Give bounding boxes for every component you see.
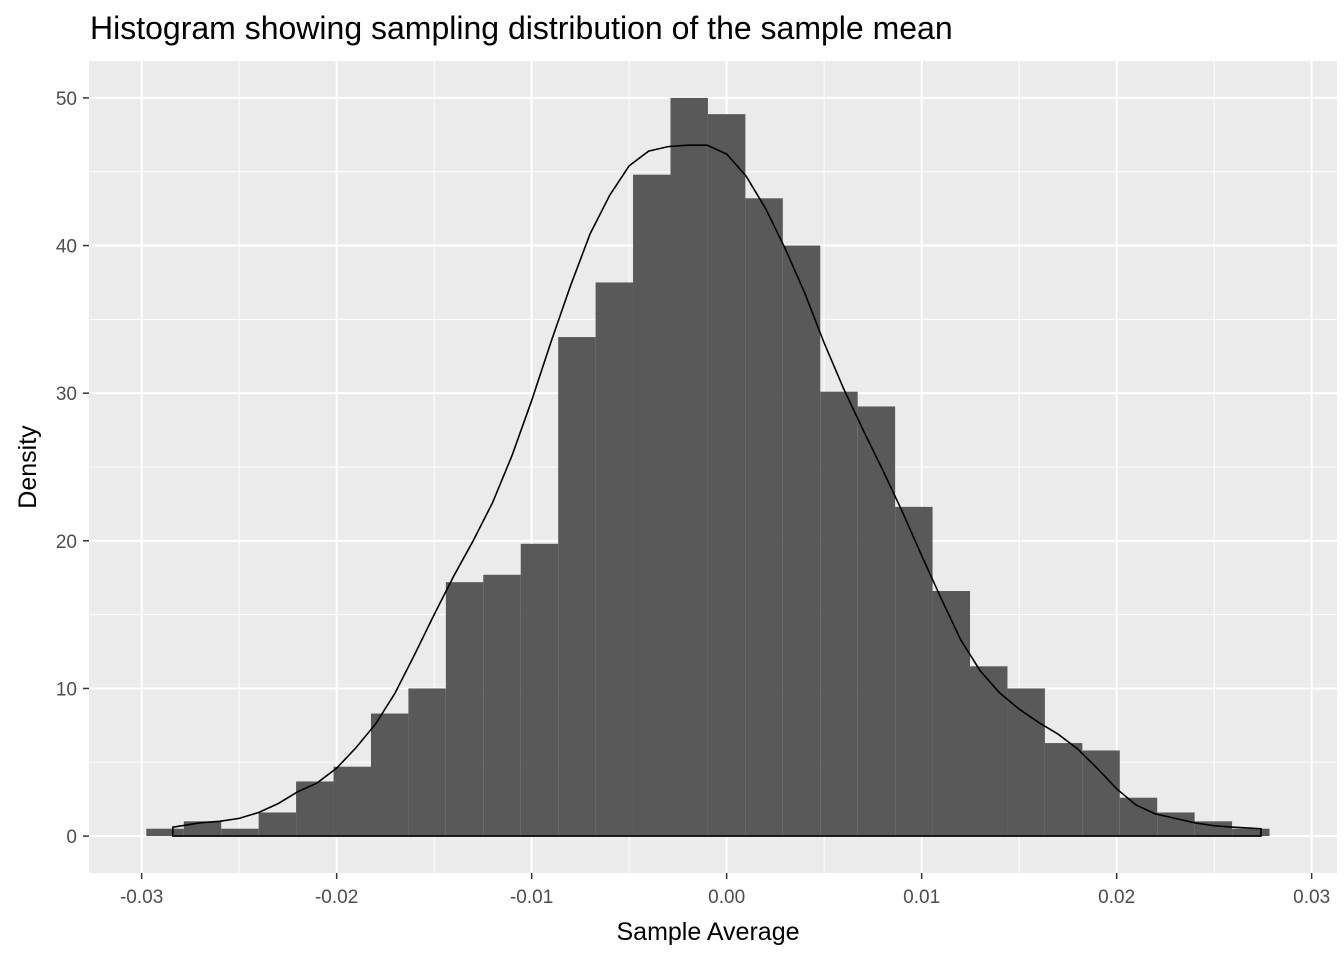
x-tick-label: 0.01 [903,887,940,908]
histogram-bar [296,781,334,837]
y-tick-label: 10 [56,679,77,700]
histogram-bar [520,543,559,837]
histogram-bar [1044,743,1083,837]
histogram-bar [932,591,971,837]
histogram-bar [745,198,783,837]
histogram-bar [895,506,933,837]
histogram-bar [970,666,1008,837]
x-tick-label: 0.00 [708,887,745,908]
histogram-bar [1232,828,1270,837]
y-tick-label: 20 [56,532,77,553]
y-tick-label: 0 [66,827,77,848]
x-tick-label: -0.02 [315,887,358,908]
histogram-bar [633,174,671,837]
histogram-bar [1007,688,1045,837]
histogram-bar [1119,797,1158,837]
histogram-bar [483,574,521,837]
x-tick-label: 0.03 [1293,887,1330,908]
x-tick-label: -0.03 [120,887,163,908]
y-axis-title: Density [14,425,42,509]
histogram-bar [408,688,446,837]
chart-title: Histogram showing sampling distribution … [90,10,953,46]
histogram-bar [558,337,596,837]
x-axis: -0.03 -0.02 -0.01 0.00 0.01 0.02 0.03 [120,873,1330,908]
x-tick-label: 0.02 [1098,887,1135,908]
y-tick-label: 30 [56,384,77,405]
histogram-bar [857,406,896,837]
histogram-bar [595,282,634,837]
histogram-bar [445,582,484,837]
density-curve [172,144,1262,837]
histogram-bar [258,812,297,837]
histogram-bars [146,97,1270,837]
histogram-bar [333,766,371,837]
histogram-bar [146,828,184,837]
histogram-bar [820,391,858,837]
histogram-bar [1082,750,1120,837]
histogram-bar [1157,812,1195,837]
y-tick-label: 50 [56,89,77,110]
x-axis-title: Sample Average [617,918,800,946]
histogram-bar [221,828,259,837]
histogram-bar [183,821,222,837]
histogram-bar [370,713,409,837]
y-tick-label: 40 [56,237,77,258]
histogram-bar [707,114,746,837]
y-axis: 0 10 20 30 40 50 [56,89,89,848]
histogram-bar [782,245,821,837]
x-tick-label: -0.01 [510,887,553,908]
histogram-bar [670,97,708,837]
